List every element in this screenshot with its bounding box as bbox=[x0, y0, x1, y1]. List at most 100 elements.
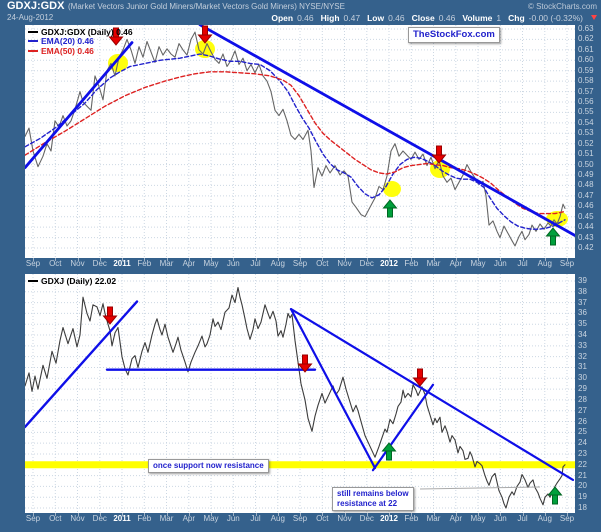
legend-marker bbox=[28, 49, 38, 52]
x-axis-label: Nov bbox=[70, 258, 85, 268]
trendline bbox=[289, 308, 575, 481]
quote-label: Chg bbox=[508, 12, 525, 23]
x-axis-label: Jun bbox=[493, 258, 507, 268]
x-axis-label: Feb bbox=[404, 513, 419, 523]
trendline bbox=[25, 300, 139, 429]
y-axis-label: 0.49 bbox=[578, 170, 594, 179]
y-axis-label: 25 bbox=[578, 427, 587, 437]
x-axis-tick bbox=[233, 258, 235, 261]
x-axis-tick bbox=[567, 513, 568, 516]
y-axis-label: 0.57 bbox=[578, 86, 594, 96]
x-axis-label: 2012 bbox=[380, 513, 398, 523]
y-axis-label: 0.52 bbox=[578, 138, 594, 148]
x-axis-label: Aug bbox=[537, 258, 552, 268]
x-axis-tick bbox=[211, 513, 212, 516]
quote-value: 0.46 bbox=[388, 12, 405, 23]
quote-value: 0.47 bbox=[343, 12, 361, 23]
red-down-arrow bbox=[412, 368, 428, 387]
x-axis-tick bbox=[433, 258, 435, 261]
watermark-text: TheStockFox.com bbox=[413, 29, 495, 40]
y-axis-label: 0.44 bbox=[578, 222, 594, 232]
x-axis-tick bbox=[77, 513, 79, 516]
y-axis-label: 18 bbox=[578, 503, 587, 512]
x-axis-label: Aug bbox=[537, 513, 552, 523]
x-axis-tick bbox=[233, 513, 235, 516]
x-axis-tick bbox=[567, 258, 568, 261]
callout-line bbox=[419, 486, 541, 490]
x-axis-tick bbox=[99, 258, 101, 261]
thestockfox-watermark: TheStockFox.com bbox=[408, 27, 500, 43]
x-axis-tick bbox=[322, 513, 324, 516]
support-resistance-label: once support now resistance bbox=[148, 459, 269, 473]
x-axis-label: Oct bbox=[316, 513, 329, 523]
x-axis-label: 2011 bbox=[113, 258, 131, 268]
chart-date: 24-Aug-2012 bbox=[7, 13, 54, 22]
x-axis-label: Mar bbox=[159, 258, 174, 268]
y-axis-label: 22 bbox=[578, 459, 587, 469]
stockcharts-copyright: © StockCharts.com bbox=[527, 2, 597, 11]
x-axis-tick bbox=[33, 258, 34, 261]
x-axis-tick bbox=[433, 513, 435, 516]
y-axis-label: 19 bbox=[578, 492, 587, 502]
x-axis-label: Jul bbox=[250, 258, 261, 268]
legend-item: EMA(50) 0.46 bbox=[28, 46, 133, 56]
y-axis-label: 0.50 bbox=[578, 159, 594, 169]
series-gdxj-gdx bbox=[25, 31, 566, 247]
quote-label: High bbox=[320, 12, 340, 23]
x-axis-tick bbox=[366, 513, 368, 516]
x-axis-tick bbox=[478, 258, 479, 261]
green-up-arrow bbox=[545, 227, 561, 246]
y-axis-label: 24 bbox=[578, 438, 587, 448]
trendline bbox=[371, 383, 435, 472]
trendline bbox=[25, 41, 134, 170]
x-axis-label: Jun bbox=[226, 513, 240, 523]
series-ema-50- bbox=[25, 71, 566, 215]
y-axis-label: 0.63 bbox=[578, 24, 594, 33]
legend-marker bbox=[28, 40, 38, 43]
x-axis-tick bbox=[411, 513, 413, 516]
x-axis-tick bbox=[255, 513, 257, 516]
x-axis-label: Jun bbox=[493, 513, 507, 523]
y-axis-label: 39 bbox=[578, 276, 587, 285]
y-axis-label: 28 bbox=[578, 394, 587, 404]
ratio-chart-plot bbox=[25, 25, 575, 258]
ohlc-quote-row: Open 0.46 High 0.47 Low 0.46 Close 0.46 Volume 1 C… bbox=[271, 12, 597, 23]
x-axis-tick bbox=[144, 513, 146, 516]
x-axis-label: Dec bbox=[92, 513, 107, 523]
y-axis-label: 0.59 bbox=[578, 65, 594, 75]
legend-label: EMA(20) 0.46 bbox=[41, 36, 94, 47]
series-ema-20- bbox=[25, 53, 566, 230]
gdxj-chart-plot bbox=[25, 274, 575, 513]
y-axis-label: 0.58 bbox=[578, 76, 594, 86]
quote-value: 0.46 bbox=[438, 12, 456, 23]
y-axis-label: 0.42 bbox=[578, 243, 594, 252]
quote-value: 0.46 bbox=[297, 12, 314, 23]
x-axis-tick bbox=[55, 513, 57, 516]
y-axis-label: 20 bbox=[578, 481, 587, 491]
annotation-text: once support now resistance bbox=[153, 461, 264, 470]
y-axis-label: 34 bbox=[578, 330, 587, 340]
x-axis-tick bbox=[389, 258, 390, 261]
x-axis-tick bbox=[122, 513, 123, 516]
x-axis-tick bbox=[500, 258, 502, 261]
legend-label: EMA(50) 0.46 bbox=[41, 45, 94, 56]
x-axis-tick bbox=[544, 258, 546, 261]
quote-value: -0.00 (-0.32%) bbox=[528, 12, 583, 23]
x-axis-tick bbox=[188, 513, 190, 516]
red-down-arrow bbox=[108, 27, 124, 46]
y-axis-label: 31 bbox=[578, 362, 587, 372]
x-axis-label: Mar bbox=[426, 258, 441, 268]
legend-marker bbox=[28, 30, 38, 33]
x-axis-label: Feb bbox=[137, 513, 152, 523]
y-axis-label: 36 bbox=[578, 308, 587, 318]
x-axis-label: Dec bbox=[359, 513, 374, 523]
x-axis-tick bbox=[344, 258, 346, 261]
ratio-chart-legend: GDXJ:GDX (Daily) 0.46 EMA(20) 0.46 EMA(50)… bbox=[28, 27, 133, 56]
y-axis-label: 0.55 bbox=[578, 107, 594, 117]
x-axis-tick bbox=[144, 258, 146, 261]
y-axis-label: 23 bbox=[578, 448, 587, 458]
x-axis-label: Oct bbox=[49, 258, 62, 268]
x-axis-label: Apr bbox=[182, 513, 196, 523]
x-axis-tick bbox=[166, 258, 168, 261]
x-axis-tick bbox=[211, 258, 212, 261]
